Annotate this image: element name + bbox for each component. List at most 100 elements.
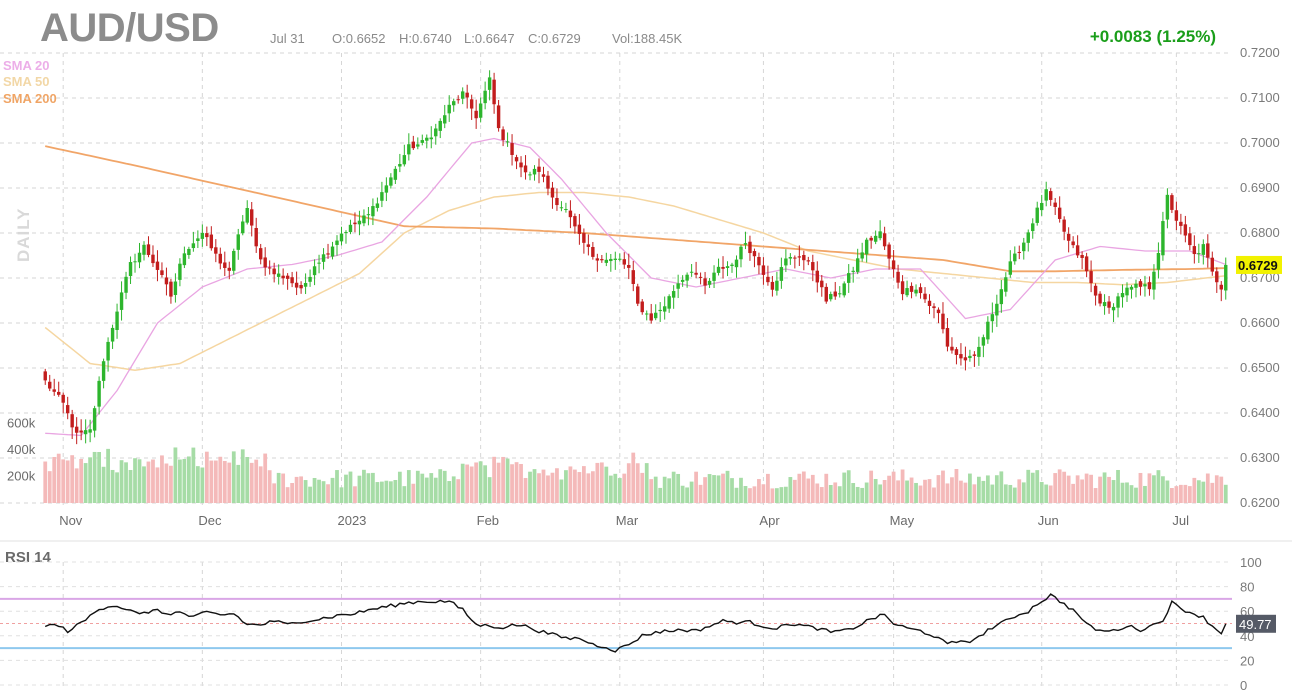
rsi-tick-label: 100 [1240,555,1262,570]
volume-bar [635,463,640,503]
candle-body [586,244,591,247]
last-price-tag [1236,255,1282,274]
candle-body [119,292,124,310]
candle-body [483,90,487,104]
volume-bar [725,470,730,503]
price-tick-label: 0.6200 [1240,495,1280,510]
volume-bar [510,464,514,503]
candle-body [155,261,160,270]
volume-bar [1143,485,1147,503]
candle-body [1008,261,1013,275]
candle-body [761,265,766,275]
candle-body [806,260,811,262]
volume-bar [685,487,690,503]
candle-body [941,313,945,330]
rsi-tick-label: 20 [1240,653,1254,668]
volume-bar [442,470,447,503]
candle-body [65,405,70,414]
candle-body [362,215,366,224]
volume-bar [1021,482,1026,503]
volume-bar [914,482,918,503]
volume-bar [474,462,479,503]
month-tick-label: Dec [198,513,222,528]
candle-body [460,91,465,99]
legend-sma20[interactable]: SMA 20 [3,58,50,73]
month-tick-label: 2023 [337,513,366,528]
volume-bar [402,486,407,503]
candle-body [613,258,618,260]
volume-bar [1026,469,1031,503]
volume-bar [1196,480,1201,503]
volume-bar [335,470,339,503]
candle-body [443,115,447,124]
volume-bar [640,472,645,503]
candle-body [258,248,263,260]
candle-body [357,220,362,225]
candle-body [43,371,47,381]
candle-body [200,232,205,239]
candle-body [299,285,303,289]
volume-bar [160,455,164,503]
candle-body [317,262,321,264]
candle-body [57,391,61,395]
volume-bar [339,487,344,503]
candle-body [945,328,950,347]
candle-body [739,246,743,260]
volume-bar [941,470,945,503]
volume-bar [290,483,295,503]
candle-body [232,250,236,271]
legend-sma200[interactable]: SMA 200 [3,91,57,106]
price-tick-label: 0.7000 [1240,135,1280,150]
volume-bar [465,464,470,503]
volume-bar [882,480,887,503]
volume-bar [564,470,568,503]
volume-bar [833,482,838,503]
legend-sma50[interactable]: SMA 50 [3,74,50,89]
volume-bar [1075,475,1080,503]
volume-bar [231,451,236,503]
volume-bar [703,477,707,503]
volume-bar [227,462,232,503]
volume-bar [1174,486,1179,503]
price-tick-label: 0.7100 [1240,90,1280,105]
volume-bar [1111,480,1116,503]
candle-body [748,241,752,254]
candle-body [124,276,128,293]
volume-bar [1089,474,1093,503]
candle-body [1062,219,1066,232]
candle-body [725,266,730,269]
volume-bar [285,487,290,503]
candle-body [977,346,981,357]
candle-body [1129,286,1134,290]
volume-bar [990,484,995,503]
candle-body [514,157,519,162]
volume-bar [662,476,667,503]
candle-body [887,244,891,259]
volume-bar [878,484,883,503]
volume-bar [254,459,259,503]
candle-body [308,276,312,282]
low-value: L:0.6647 [464,31,515,46]
volume-bar [658,487,663,503]
candle-body [829,294,833,300]
rsi-value-tag [1236,614,1276,633]
candle-body [636,286,640,304]
volume-bar [200,467,205,503]
volume-bar [433,477,438,503]
candle-body [178,263,182,280]
candle-body [676,283,680,289]
volume-bar [61,459,66,503]
candle-body [48,381,52,389]
volume-bar [218,456,223,503]
volume-bar [299,476,303,503]
volume-bar [905,480,909,503]
candle-body [1179,221,1183,226]
volume-bar [79,458,84,503]
price-grid: 0.72000.71000.70000.69000.68000.67000.66… [0,45,1280,510]
volume-bar [1066,475,1071,503]
volume-bar [330,477,335,503]
volume-bar [649,479,654,503]
candle-body [416,144,420,147]
volume-bar [891,471,896,503]
